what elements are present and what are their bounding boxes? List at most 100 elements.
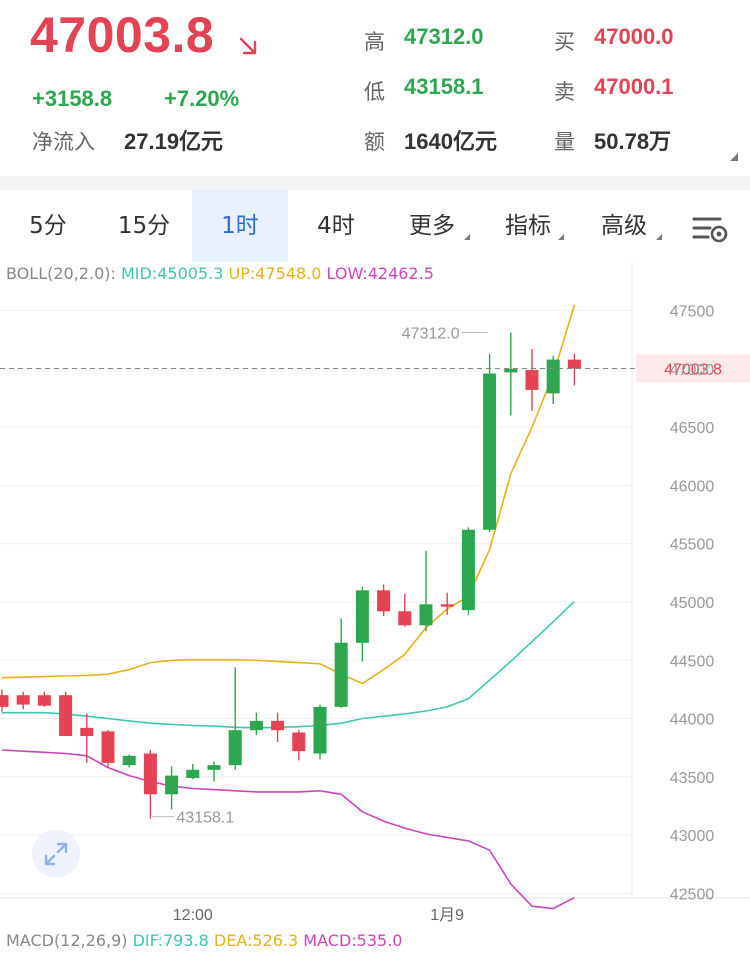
tab-label: 1时 — [221, 213, 259, 239]
macd-legend: MACD(12,26,9) DIF:793.8 DEA:526.3 MACD:5… — [6, 931, 402, 950]
candle-body — [165, 775, 179, 795]
tab-15min[interactable]: 15分 — [96, 190, 192, 262]
candle-body — [504, 368, 518, 373]
candle-body — [461, 529, 475, 611]
net-inflow-value: 27.19亿元 — [124, 129, 224, 154]
buy-label: 买 — [554, 30, 575, 54]
y-tick-label: 46500 — [670, 420, 715, 437]
y-axis: 47500 47000 46500 46000 45500 45000 44500 44000… — [670, 304, 715, 904]
tab-label: 4时 — [317, 213, 355, 239]
expand-icon — [44, 842, 68, 866]
tab-4hour[interactable]: 4时 — [288, 190, 384, 262]
candle-body — [37, 695, 51, 706]
boll-lines — [1, 304, 576, 910]
candle-body — [355, 590, 369, 643]
tab-label: 更多 — [409, 213, 455, 239]
candlestick-chart[interactable]: 47003.8 47312.0 43158.1 47500 47000 46500 460… — [0, 262, 750, 930]
tab-more[interactable]: 更多 — [384, 190, 480, 262]
candle-body — [143, 753, 157, 795]
indicator-settings-icon[interactable] — [690, 213, 730, 245]
y-tick-label: 47500 — [670, 304, 715, 321]
x-axis: 12:00 1月9 — [173, 907, 464, 924]
low-value: 43158.1 — [404, 74, 484, 99]
change-absolute: +3158.8 — [32, 86, 113, 111]
tab-label: 5分 — [29, 213, 67, 239]
candle-body — [292, 732, 306, 752]
high-value: 47312.0 — [404, 24, 484, 49]
candle-body — [0, 695, 9, 707]
amount-label: 额 — [364, 130, 385, 154]
candle-body — [377, 590, 391, 612]
volume-value: 50.78万 — [594, 129, 672, 154]
macd-value: MACD:535.0 — [303, 931, 403, 950]
candle-body — [334, 642, 348, 707]
annotations: 47003.8 47312.0 43158.1 — [0, 326, 750, 827]
candle-body — [80, 727, 94, 737]
volume-label: 量 — [554, 130, 575, 154]
y-tick-label: 42500 — [670, 886, 715, 903]
arrow-down-right-icon — [239, 37, 257, 55]
macd-name: MACD(12,26,9) — [6, 931, 128, 950]
boll-low-line — [1, 749, 575, 910]
sell-label: 卖 — [554, 80, 575, 104]
boll-mid-line — [2, 600, 575, 729]
boll-up: UP:47548.0 — [228, 264, 322, 283]
x-tick-label: 12:00 — [173, 907, 213, 924]
macd-dif: DIF:793.8 — [132, 931, 209, 950]
boll-mid: MID:45005.3 — [120, 264, 224, 283]
low-label: 低 — [364, 80, 385, 104]
candle-body — [16, 695, 30, 705]
tab-label: 高级 — [601, 213, 647, 239]
y-tick-label: 44500 — [670, 653, 715, 670]
section-divider — [0, 176, 750, 190]
y-tick-label: 46000 — [670, 478, 715, 495]
candle-body — [249, 720, 263, 731]
tab-5min[interactable]: 5分 — [0, 190, 96, 262]
buy-value: 47000.0 — [594, 24, 674, 49]
candle-body — [440, 604, 454, 607]
boll-legend: BOLL(20,2.0): MID:45005.3 UP:47548.0 LOW… — [6, 264, 434, 283]
candle-body — [122, 755, 136, 766]
quote-header: 47003.8 +3158.8 +7.20% 净流入 27.19亿元 高 473… — [0, 0, 750, 176]
y-tick-label: 45000 — [670, 595, 715, 612]
candle-body — [271, 720, 285, 731]
candle-body — [546, 359, 560, 394]
candle-body — [419, 604, 433, 626]
low-annotation-label: 43158.1 — [176, 810, 234, 827]
high-label: 高 — [364, 30, 385, 54]
net-inflow-label: 净流入 — [32, 130, 95, 154]
candle-body — [567, 359, 581, 369]
candle-body — [207, 765, 221, 770]
dropdown-triangle-icon — [656, 234, 662, 240]
change-percent: +7.20% — [164, 86, 240, 111]
tab-advanced[interactable]: 高级 — [576, 190, 672, 262]
last-price: 47003.8 — [30, 7, 215, 63]
candle-body — [483, 373, 497, 530]
tab-indicators[interactable]: 指标 — [480, 190, 576, 262]
candles — [0, 332, 581, 819]
dropdown-triangle-icon — [558, 234, 564, 240]
expand-chart-button[interactable] — [32, 830, 80, 878]
candle-body — [525, 370, 539, 390]
candle-body — [228, 730, 242, 766]
tab-label: 指标 — [505, 213, 551, 239]
current-price-tag — [636, 354, 750, 383]
high-annotation-label: 47312.0 — [402, 326, 460, 343]
boll-up-line — [1, 304, 576, 685]
y-tick-label: 43500 — [670, 770, 715, 787]
candle-body — [313, 706, 327, 754]
macd-dea: DEA:526.3 — [213, 931, 299, 950]
expand-header-triangle-icon[interactable] — [730, 153, 738, 161]
boll-name: BOLL(20,2.0): — [6, 264, 116, 283]
candle-body — [186, 769, 200, 778]
y-tick-label: 47000 — [670, 362, 715, 379]
tab-1hour[interactable]: 1时 — [192, 190, 288, 262]
candle-body — [398, 611, 412, 626]
current-price-label: 47003.8 — [664, 361, 722, 378]
period-tabs: 5分 15分 1时 4时 更多 指标 高级 — [0, 190, 750, 262]
y-tick-label: 43000 — [670, 828, 715, 845]
y-tick-label: 44000 — [670, 712, 715, 729]
sell-value: 47000.1 — [594, 74, 674, 99]
boll-low: LOW:42462.5 — [326, 264, 434, 283]
amount-value: 1640亿元 — [404, 129, 497, 154]
